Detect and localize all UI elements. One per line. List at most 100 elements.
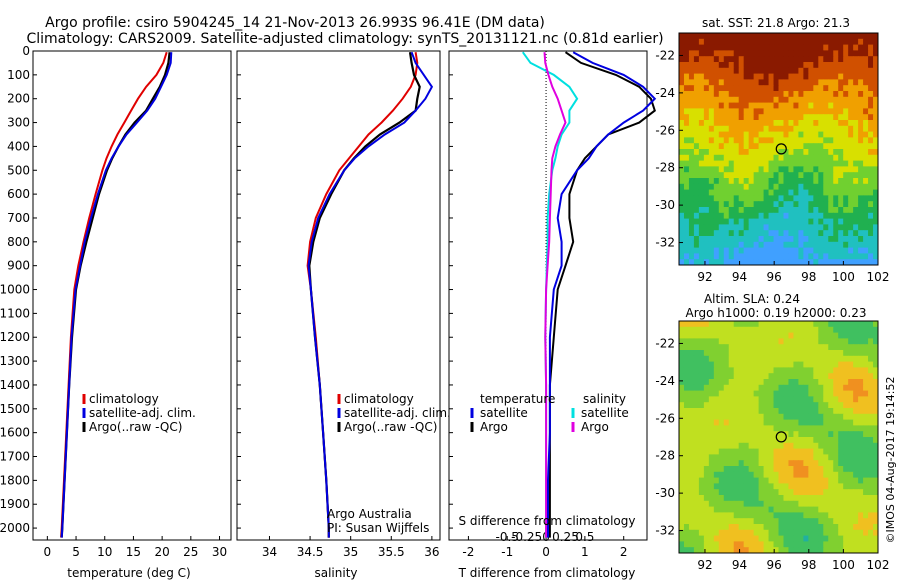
sla-cell <box>828 425 834 432</box>
sst-cell <box>818 85 824 92</box>
sst-cell <box>743 154 750 162</box>
sst-cell <box>823 143 829 150</box>
sst-cell <box>679 85 685 92</box>
sst-cell <box>713 230 720 237</box>
sla-cell <box>708 460 715 467</box>
sla-cell <box>758 529 765 537</box>
sst-cell <box>688 178 695 185</box>
sst-cell <box>768 79 775 86</box>
sla-cell <box>828 541 834 548</box>
sla-cell <box>838 535 844 542</box>
sla-cell <box>713 338 720 345</box>
sla-cell <box>713 419 720 426</box>
sla-cell <box>798 350 804 357</box>
sst-cell <box>718 183 725 191</box>
sst-cell <box>858 79 864 86</box>
sst-cell <box>823 149 829 156</box>
sla-cell <box>713 396 720 403</box>
sst-cell <box>823 102 829 109</box>
sst-cell <box>718 56 725 63</box>
sla-cell <box>713 390 720 397</box>
sst-cell <box>688 212 695 220</box>
sla-cell <box>858 425 864 432</box>
imos-stamp: ©IMOS 04-Aug-2017 19:14:52 <box>884 377 897 544</box>
sla-cell <box>738 437 745 444</box>
sst-cell <box>848 183 854 191</box>
sst-cell <box>693 143 700 150</box>
sla-cell <box>833 506 839 513</box>
sla-cell <box>813 338 819 345</box>
sla-cell <box>828 379 834 386</box>
sst-cell <box>818 201 824 208</box>
sla-cell <box>763 489 770 496</box>
sst-cell <box>808 143 814 150</box>
sst-cell <box>753 38 760 46</box>
sla-cell <box>679 495 685 502</box>
sla-cell <box>803 379 809 386</box>
sst-cell <box>718 143 725 150</box>
sla-cell <box>768 390 775 397</box>
legend-label: satellite-adj. clim. <box>89 406 196 420</box>
sst-cell <box>683 108 690 115</box>
sla-cell <box>708 367 715 374</box>
sla-cell <box>808 471 814 479</box>
sla-cell <box>679 483 685 490</box>
sla-cell <box>679 535 685 542</box>
sst-cell <box>728 236 735 243</box>
sla-cell <box>733 396 740 403</box>
sst-cell <box>788 114 794 121</box>
sla-cell <box>748 355 755 363</box>
sst-cell <box>773 108 779 115</box>
sst-cell <box>868 114 874 121</box>
sst-cell <box>828 79 834 86</box>
sla-cell <box>679 390 685 397</box>
sst-cell <box>738 73 745 80</box>
sla-cell <box>838 442 844 450</box>
sla-cell <box>783 384 789 392</box>
sla-cell <box>823 419 829 426</box>
sst-cell <box>723 143 730 150</box>
sst-cell <box>733 137 740 144</box>
sst-cell <box>683 114 690 121</box>
series-line-s-argo <box>543 52 567 538</box>
sst-cell <box>728 79 735 86</box>
sst-cell <box>858 67 864 75</box>
sla-cell <box>728 529 735 537</box>
sst-cell <box>843 33 849 40</box>
sla-cell <box>728 518 735 525</box>
sst-cell <box>708 149 715 156</box>
sla-cell <box>848 489 854 496</box>
sla-cell <box>763 408 770 415</box>
sla-cell <box>803 321 809 328</box>
sla-cell <box>708 344 715 351</box>
sst-cell <box>708 236 715 243</box>
sla-cell <box>768 321 775 328</box>
sst-cell <box>758 207 765 214</box>
sst-cell <box>763 85 770 92</box>
sla-cell <box>753 535 760 542</box>
sst-cell <box>728 67 735 75</box>
sla-cell <box>803 442 809 450</box>
sst-cell <box>718 195 725 202</box>
sla-cell <box>873 355 879 363</box>
sla-cell <box>773 512 779 519</box>
sst-cell <box>823 108 829 115</box>
sla-cell <box>758 495 765 502</box>
sst-cell <box>843 50 849 57</box>
sla-cell <box>768 332 775 339</box>
sla-cell <box>738 425 745 432</box>
sst-cell <box>798 149 804 156</box>
sla-cell <box>698 454 705 461</box>
sla-cell <box>818 413 824 421</box>
sla-cell <box>783 483 789 490</box>
sst-cell <box>838 33 844 40</box>
sla-cell <box>788 402 794 409</box>
sst-cell <box>679 120 685 127</box>
sst-cell <box>863 143 869 150</box>
sla-cell <box>679 541 685 548</box>
sla-cell <box>873 431 879 438</box>
sla-cell <box>788 390 794 397</box>
sst-cell <box>813 178 819 185</box>
sla-cell <box>703 448 710 455</box>
sla-cell <box>723 529 730 537</box>
